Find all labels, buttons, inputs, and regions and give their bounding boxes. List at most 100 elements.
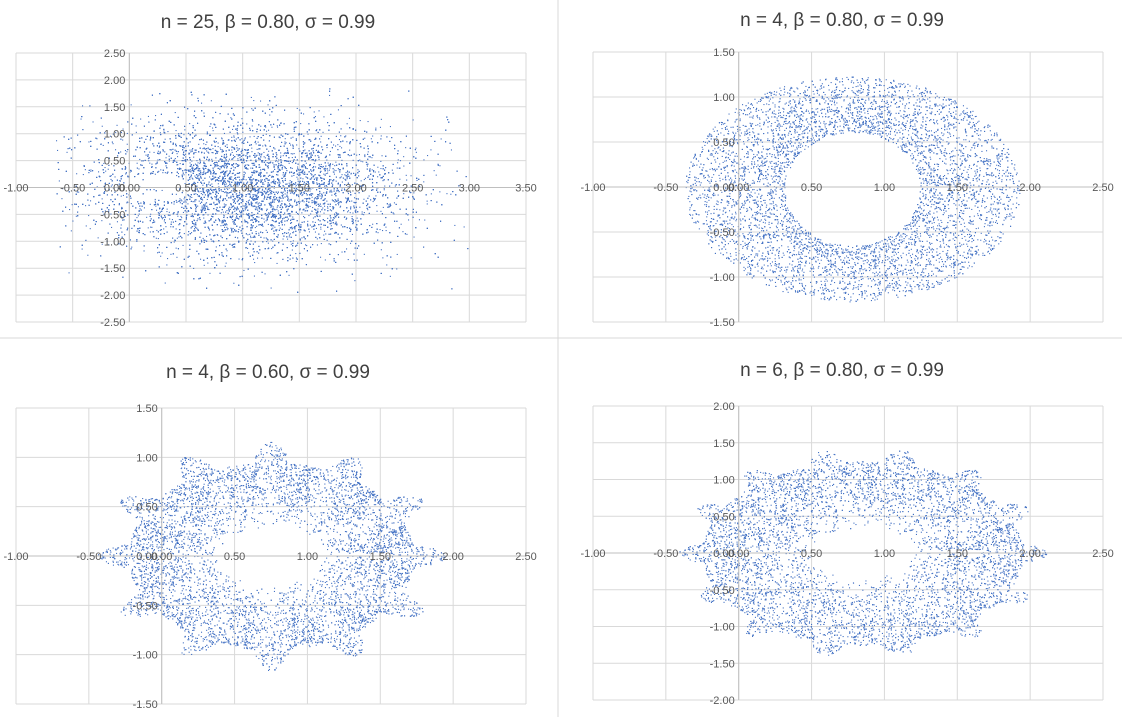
scatter-point: [258, 148, 260, 150]
scatter-point: [154, 198, 156, 200]
scatter-point: [236, 193, 238, 195]
scatter-point: [221, 138, 223, 140]
scatter-point: [149, 151, 151, 153]
scatter-point: [250, 179, 252, 181]
scatter-point: [260, 176, 262, 178]
scatter-point: [202, 237, 204, 239]
scatter-point: [242, 195, 244, 197]
scatter-point: [394, 185, 396, 187]
scatter-point: [62, 188, 64, 190]
scatter-point: [198, 170, 200, 172]
scatter-point: [252, 225, 254, 227]
scatter-point: [367, 158, 369, 160]
scatter-point: [325, 173, 327, 175]
scatter-point: [224, 161, 226, 163]
scatter-point: [295, 257, 297, 259]
scatter-point: [277, 161, 279, 163]
scatter-point: [230, 178, 232, 180]
scatter-point: [159, 151, 161, 153]
scatter-point: [398, 167, 400, 169]
scatter-point: [271, 181, 273, 183]
scatter-point: [228, 158, 230, 160]
scatter-point: [257, 141, 259, 143]
scatter-point: [239, 157, 241, 159]
scatter-point: [200, 190, 202, 192]
scatter-point: [245, 207, 247, 209]
scatter-point: [177, 215, 179, 217]
scatter-point: [171, 219, 173, 221]
scatter-point: [233, 135, 235, 137]
scatter-point: [382, 206, 384, 208]
scatter-point: [163, 228, 165, 230]
scatter-point: [251, 108, 253, 110]
scatter-point: [235, 230, 237, 232]
scatter-point: [233, 201, 235, 203]
scatter-point: [266, 210, 268, 212]
scatter-point: [199, 160, 201, 162]
scatter-point: [346, 248, 348, 250]
scatter-point: [242, 205, 244, 207]
scatter-point: [177, 173, 179, 175]
scatter-point: [162, 172, 164, 174]
scatter-point: [230, 117, 232, 119]
scatter-point: [446, 193, 448, 195]
scatter-point: [268, 190, 270, 192]
scatter-point: [200, 174, 202, 176]
scatter-point: [242, 149, 244, 151]
scatter-point: [396, 268, 398, 270]
scatter-point: [178, 236, 180, 238]
scatter-point: [244, 188, 246, 190]
scatter-point: [337, 168, 339, 170]
scatter-point: [282, 155, 284, 157]
scatter-point: [272, 240, 274, 242]
scatter-point: [205, 144, 207, 146]
scatter-point: [290, 198, 292, 200]
scatter-point: [225, 157, 227, 159]
scatter-point: [319, 211, 321, 213]
scatter-point: [281, 177, 283, 179]
scatter-point: [246, 182, 248, 184]
scatter-point: [122, 139, 124, 141]
scatter-point: [284, 141, 286, 143]
scatter-point: [391, 169, 393, 171]
scatter-point: [265, 229, 267, 231]
scatter-point: [211, 240, 213, 242]
scatter-point: [367, 151, 369, 153]
scatter-point: [126, 132, 128, 134]
scatter-point: [329, 167, 331, 169]
scatter-point: [440, 138, 442, 140]
scatter-point: [267, 242, 269, 244]
scatter-point: [233, 190, 235, 192]
scatter-point: [206, 198, 208, 200]
scatter-point: [61, 198, 63, 200]
scatter-point: [246, 206, 248, 208]
scatter-point: [197, 205, 199, 207]
scatter-point: [175, 228, 177, 230]
scatter-point: [126, 151, 128, 153]
scatter-point: [202, 184, 204, 186]
scatter-point: [329, 205, 331, 207]
scatter-point: [315, 204, 317, 206]
scatter-point: [252, 206, 254, 208]
scatter-point: [210, 178, 212, 180]
scatter-point: [111, 226, 113, 228]
scatter-point: [185, 156, 187, 158]
scatter-point: [221, 190, 223, 192]
chart-panel-1: n = 25, β = 0.80, σ = 0.99 -1.00 -0.50 0.0…: [3, 12, 536, 329]
scatter-point: [330, 189, 332, 191]
scatter-point: [272, 200, 274, 202]
scatter-point: [324, 205, 326, 207]
scatter-point: [315, 201, 317, 203]
scatter-point: [256, 148, 258, 150]
scatter-point: [112, 133, 114, 135]
scatter-point: [271, 193, 273, 195]
scatter-point: [226, 193, 228, 195]
scatter-point: [225, 183, 227, 185]
scatter-point: [450, 193, 452, 195]
scatter-point: [136, 162, 138, 164]
scatter-point: [244, 167, 246, 169]
scatter-point: [203, 112, 205, 114]
scatter-point: [292, 144, 294, 146]
scatter-point: [90, 200, 92, 202]
scatter-point: [247, 247, 249, 249]
